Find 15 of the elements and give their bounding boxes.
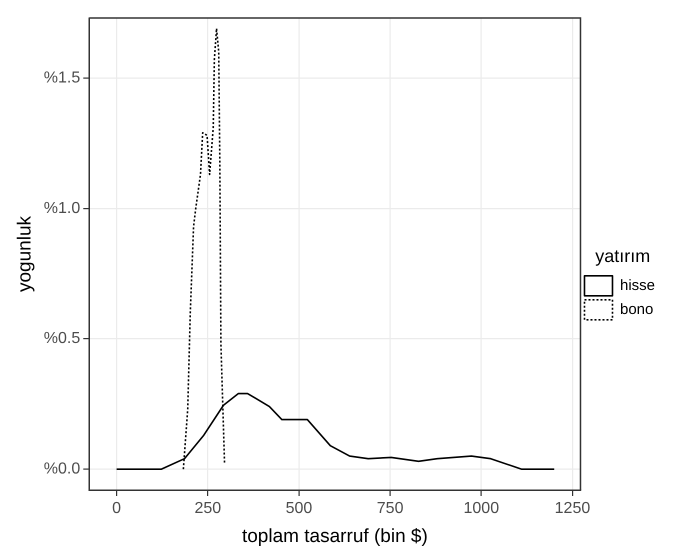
y-tick-label: %0.5 [44,330,80,348]
x-tick-label: 750 [376,500,404,518]
x-tick-label: 500 [286,500,312,518]
x-tick-label: 1000 [463,500,500,518]
y-tick-label: %0.0 [44,460,80,478]
y-tick-label: %1.0 [44,200,80,217]
x-tick-label: 250 [194,500,222,518]
y-tick-label: %1.5 [44,69,80,86]
x-axis-title: toplam tasarruf (bin $) [242,526,428,547]
x-tick-label: 0 [112,500,122,518]
legend-label: hisse [620,276,656,294]
legend-label: bono [620,300,654,318]
legend-title: yatırım [595,246,650,266]
x-tick-label: 1250 [554,500,590,518]
y-axis-title: yogunluk [14,215,36,292]
